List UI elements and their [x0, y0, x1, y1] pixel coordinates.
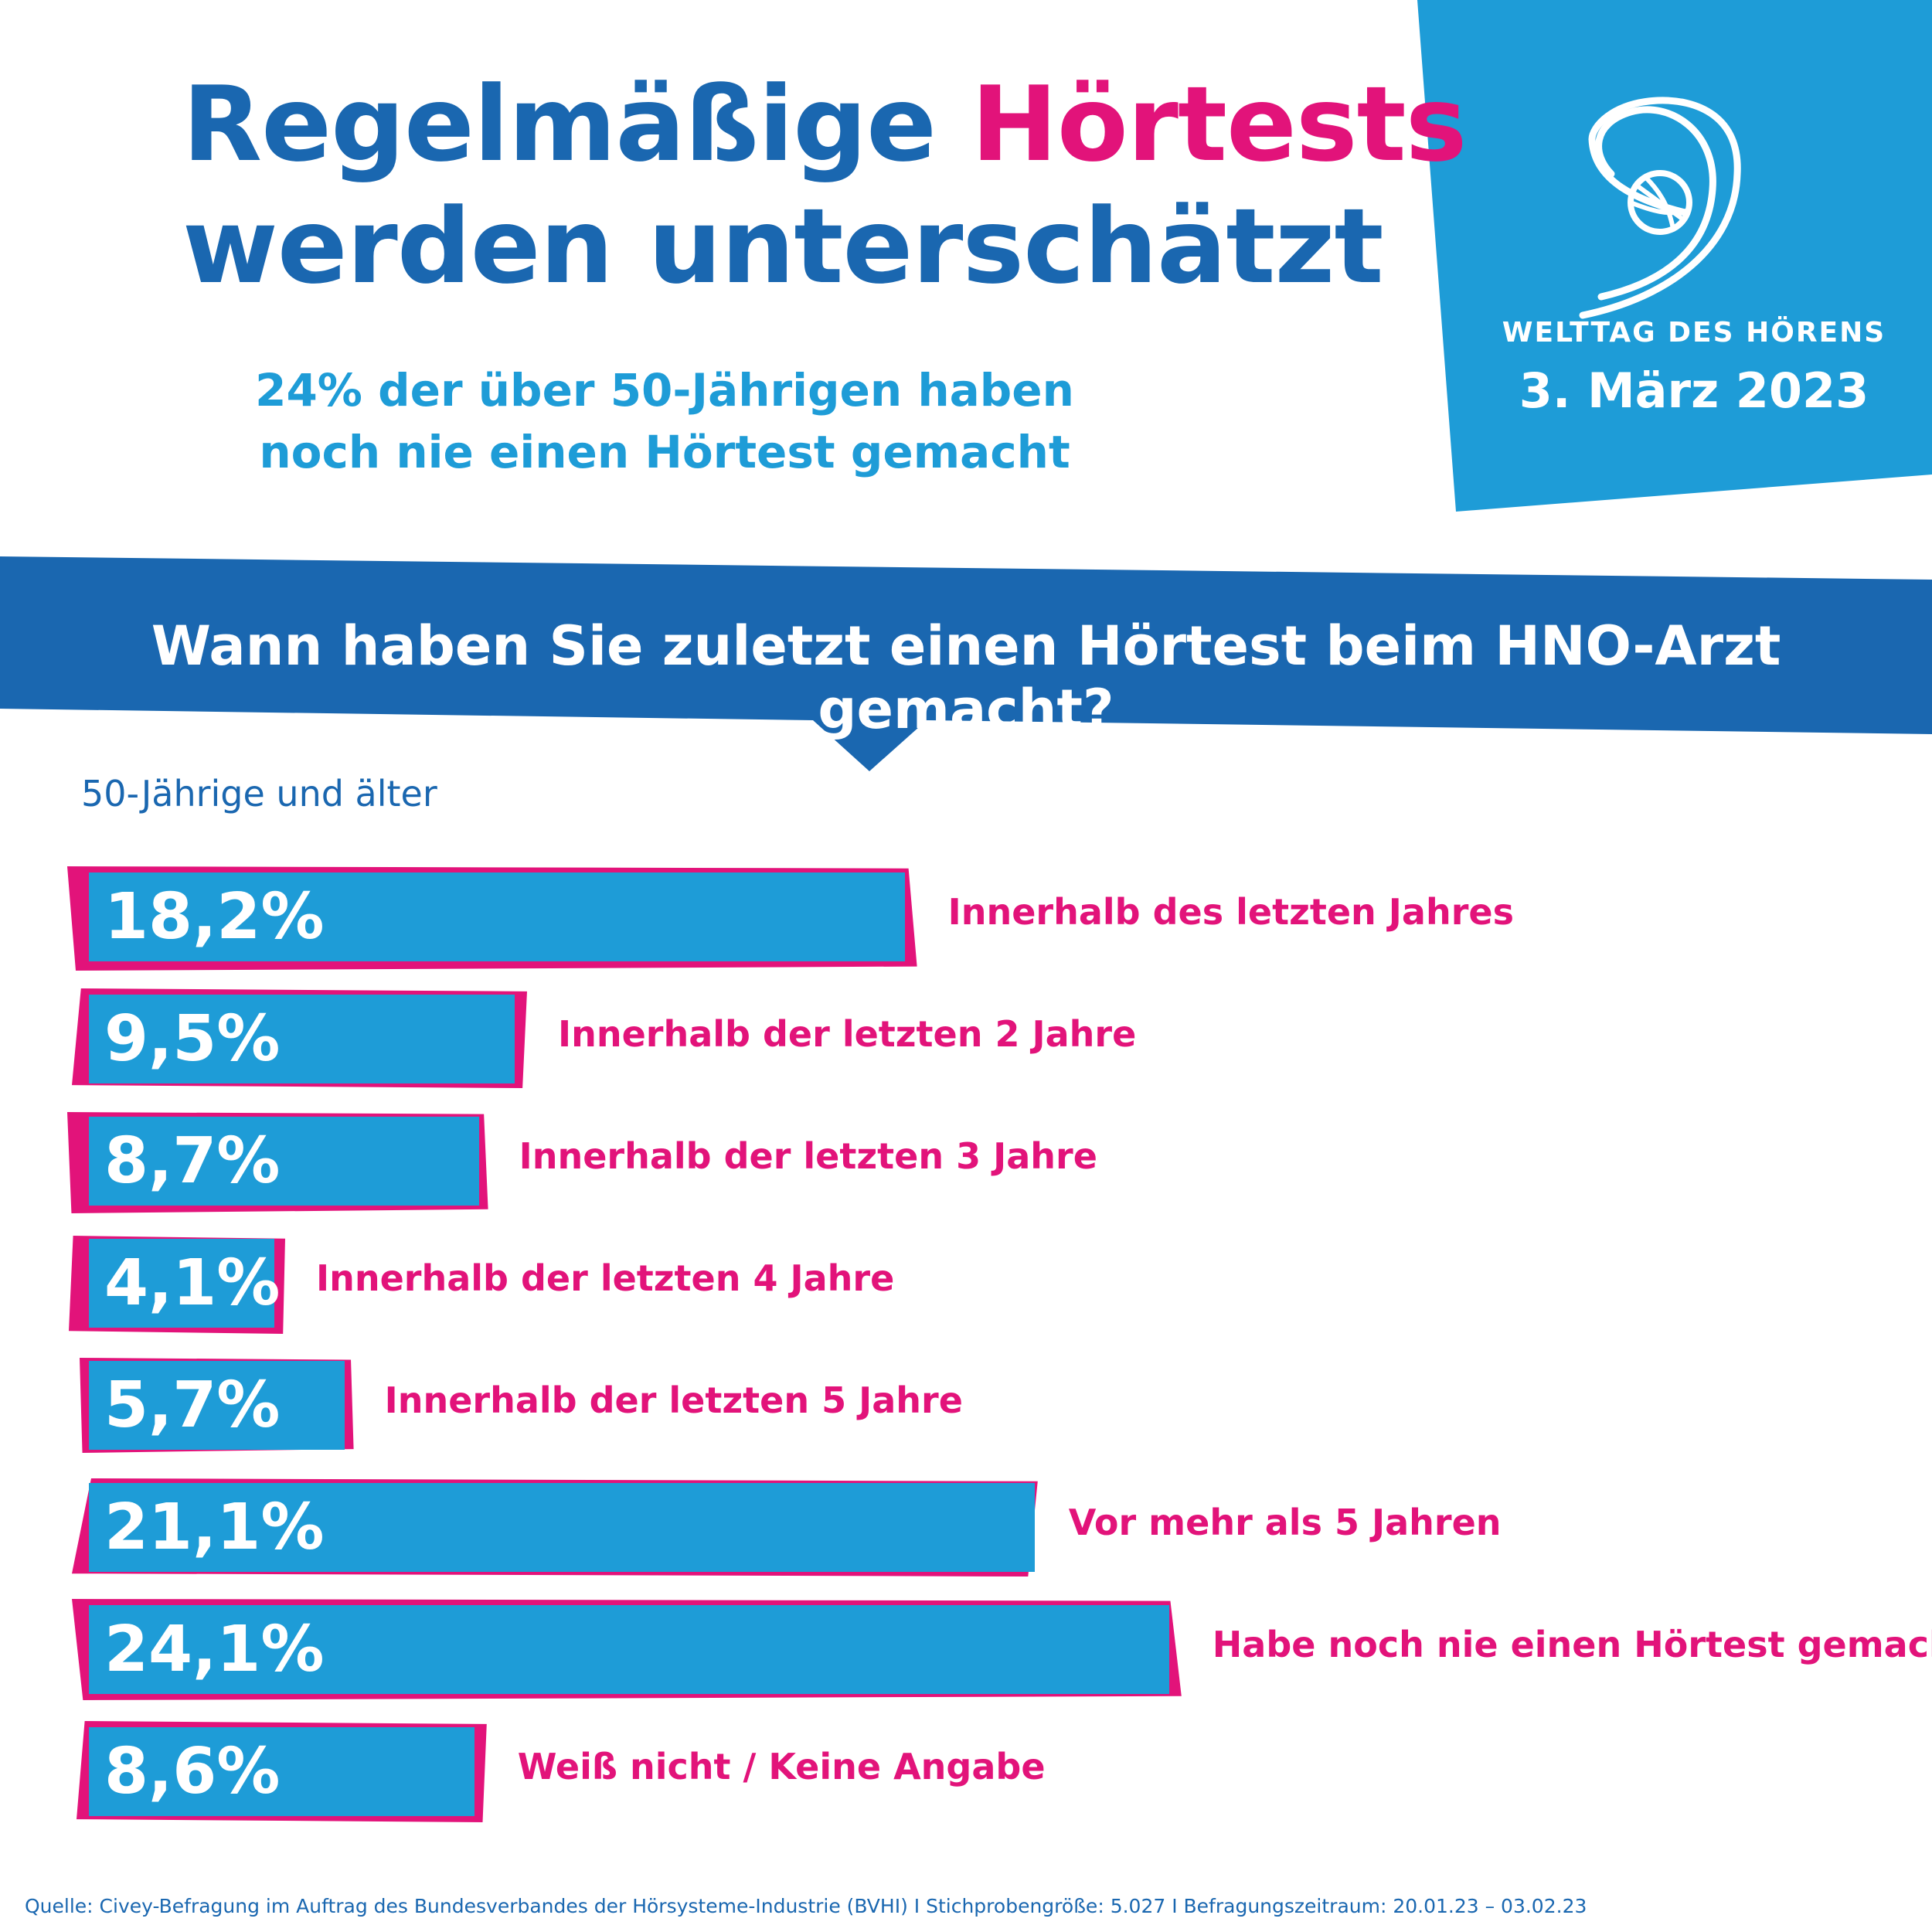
bar-value-label: 4,1% [104, 1247, 281, 1320]
survey-question: Wann haben Sie zuletzt einen Hörtest bei… [151, 614, 1781, 741]
source-footer: Quelle: Civey-Befragung im Auftrag des B… [25, 1895, 1587, 1917]
bar [89, 995, 515, 1083]
bar-category-label: Innerhalb der letzten 2 Jahre [558, 1013, 1137, 1055]
bar [89, 1483, 1035, 1572]
bar-category-label: Innerhalb der letzten 4 Jahre [316, 1257, 895, 1299]
bar-value-label: 8,7% [104, 1124, 281, 1198]
bar-value-label: 9,5% [104, 1002, 281, 1076]
subtitle-line1: 24% der über 50-Jährigen haben [255, 364, 1074, 417]
bar-category-label: Innerhalb der letzten 5 Jahre [384, 1379, 963, 1421]
question-banner [0, 556, 1932, 771]
ear-globe-logo-icon [1579, 97, 1741, 319]
bar [89, 872, 905, 961]
badge-text: WELTTAG DES HÖRENS 3. März 2023 [1456, 317, 1932, 419]
bar-value-label: 8,6% [104, 1735, 281, 1808]
title-line2: werden unterschätzt [182, 186, 1384, 307]
bar-category-label: Innerhalb des letzten Jahres [947, 891, 1514, 933]
page-title: Regelmäßige Hörtests werden unterschätzt [182, 63, 1468, 308]
bar-category-label: Innerhalb der letzten 3 Jahre [519, 1135, 1097, 1177]
subtitle: 24% der über 50-Jährigen haben noch nie … [232, 359, 1097, 483]
title-highlight: Hörtests [971, 64, 1468, 185]
background-shapes [0, 0, 1932, 771]
bar-value-label: 24,1% [104, 1613, 325, 1686]
bar [89, 1361, 345, 1450]
group-label: 50-Jährige und älter [81, 773, 437, 815]
bar-chart: 18,2% Innerhalb des letzten Jahres 9,5% Inn… [0, 850, 1932, 1855]
bar-category-label: Weiß nicht / Keine Angabe [517, 1746, 1046, 1787]
bar-value-label: 18,2% [104, 880, 325, 954]
bar [89, 1239, 274, 1328]
bar [89, 1605, 1169, 1694]
title-part1: Regelmäßige [182, 64, 971, 185]
bar-value-label: 5,7% [104, 1369, 281, 1442]
bar-category-label: Vor mehr als 5 Jahren [1068, 1502, 1502, 1543]
bar-value-label: 21,1% [104, 1491, 325, 1564]
subtitle-line2: noch nie einen Hörtest gemacht [259, 426, 1070, 478]
badge-panel [1417, 0, 1932, 512]
badge-name: WELTTAG DES HÖRENS [1502, 317, 1886, 349]
bar-category-label: Habe noch nie einen Hörtest gemacht [1212, 1624, 1932, 1665]
bar [89, 1117, 479, 1206]
badge-date: 3. März 2023 [1519, 362, 1869, 419]
bar [89, 1727, 474, 1816]
